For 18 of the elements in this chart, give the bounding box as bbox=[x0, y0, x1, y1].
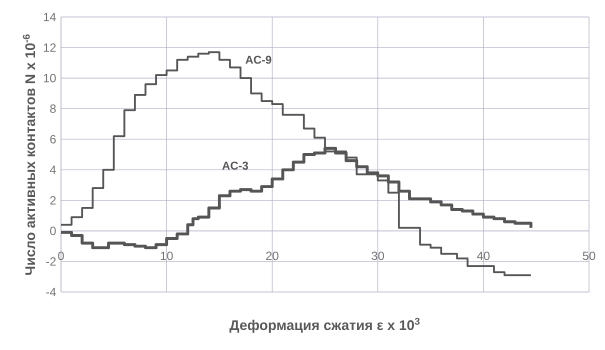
y-tick-label: -4 bbox=[46, 288, 56, 296]
y-tick-label: 12 bbox=[44, 43, 56, 52]
y-tick-label: 0 bbox=[50, 226, 56, 236]
y-tick-label: 10 bbox=[44, 74, 56, 82]
series-label: AC-3 bbox=[222, 162, 248, 170]
y-tick-label: 2 bbox=[50, 196, 56, 205]
y-tick-label: -2 bbox=[46, 257, 56, 266]
y-tick-label: 14 bbox=[44, 12, 56, 22]
y-tick-label: 6 bbox=[50, 134, 56, 144]
x-tick-label: 50 bbox=[582, 252, 596, 260]
x-tick-label: 10 bbox=[160, 252, 173, 260]
x-tick-label: 40 bbox=[477, 252, 490, 260]
y-tick-label: 4 bbox=[50, 166, 56, 174]
series-label: AC-9 bbox=[246, 56, 272, 64]
x-tick-label: 0 bbox=[58, 252, 64, 260]
x-axis-title: Деформация сжатия ε x 10$^{3}$ bbox=[230, 318, 420, 333]
y-tick-label: 8 bbox=[50, 104, 56, 113]
y-axis-title: Число активных контактов N x 10$^{-6}$ bbox=[22, 34, 36, 275]
